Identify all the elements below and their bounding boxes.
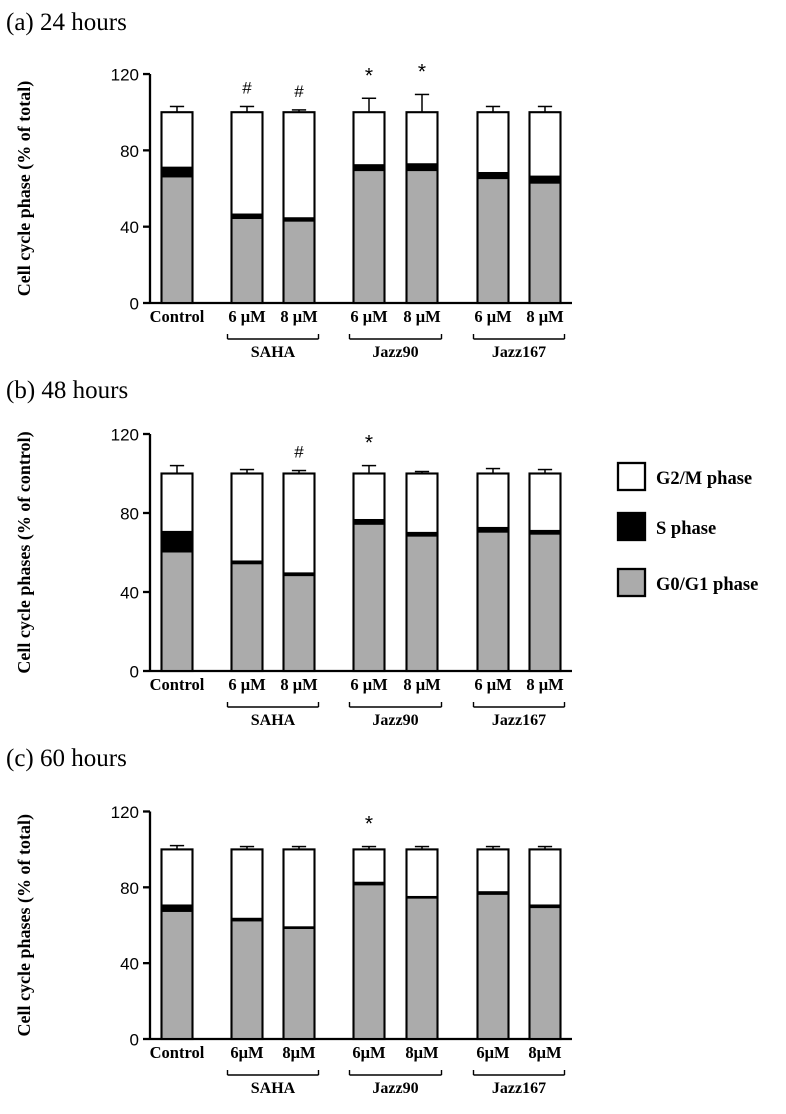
svg-text:*: *	[365, 432, 373, 455]
svg-text:40: 40	[120, 955, 139, 974]
svg-text:Jazz90: Jazz90	[372, 1080, 418, 1097]
svg-text:6 μM: 6 μM	[474, 307, 512, 326]
svg-text:8 μM: 8 μM	[526, 307, 564, 326]
svg-text:Cell cycle phases (% of total): Cell cycle phases (% of total)	[14, 814, 35, 1036]
svg-text:Cell cycle phase (% of total): Cell cycle phase (% of total)	[14, 81, 35, 296]
svg-text:(a) 24 hours: (a) 24 hours	[6, 9, 127, 36]
svg-text:6μM: 6μM	[476, 1043, 510, 1062]
svg-text:0: 0	[130, 663, 139, 682]
svg-text:6 μM: 6 μM	[228, 675, 266, 694]
svg-text:8μM: 8μM	[282, 1043, 316, 1062]
svg-text:#: #	[242, 78, 252, 97]
svg-text:8μM: 8μM	[405, 1043, 439, 1062]
svg-text:8 μM: 8 μM	[280, 307, 318, 326]
svg-text:6 μM: 6 μM	[228, 307, 266, 326]
svg-text:SAHA: SAHA	[251, 1080, 296, 1097]
svg-text:#: #	[294, 443, 304, 462]
svg-text:40: 40	[120, 218, 139, 237]
svg-text:SAHA: SAHA	[251, 344, 296, 361]
svg-text:*: *	[365, 64, 373, 87]
svg-text:*: *	[418, 60, 426, 83]
svg-text:6μM: 6μM	[352, 1043, 386, 1062]
svg-text:*: *	[365, 813, 373, 836]
svg-text:8 μM: 8 μM	[526, 675, 564, 694]
svg-text:#: #	[294, 82, 304, 101]
svg-text:8μM: 8μM	[528, 1043, 562, 1062]
svg-text:Jazz167: Jazz167	[492, 1080, 546, 1097]
svg-text:8 μM: 8 μM	[403, 307, 441, 326]
svg-text:S phase: S phase	[656, 519, 716, 539]
svg-text:80: 80	[120, 142, 139, 161]
svg-text:40: 40	[120, 584, 139, 603]
svg-text:Jazz90: Jazz90	[372, 712, 418, 729]
svg-text:Control: Control	[150, 1043, 205, 1062]
svg-text:0: 0	[130, 1031, 139, 1050]
svg-text:Jazz167: Jazz167	[492, 712, 546, 729]
svg-text:8 μM: 8 μM	[403, 675, 441, 694]
svg-text:80: 80	[120, 505, 139, 524]
svg-text:(c) 60 hours: (c) 60 hours	[6, 745, 127, 772]
svg-text:Jazz167: Jazz167	[492, 344, 546, 361]
svg-text:(b) 48 hours: (b) 48 hours	[6, 377, 128, 404]
svg-text:120: 120	[111, 66, 139, 85]
svg-text:6 μM: 6 μM	[350, 675, 388, 694]
svg-text:SAHA: SAHA	[251, 712, 296, 729]
svg-text:G0/G1 phase: G0/G1 phase	[656, 575, 758, 595]
svg-text:Control: Control	[150, 675, 205, 694]
svg-text:120: 120	[111, 803, 139, 822]
svg-text:Cell cycle phases (% of contro: Cell cycle phases (% of control)	[14, 431, 35, 673]
svg-text:8 μM: 8 μM	[280, 675, 318, 694]
svg-text:Jazz90: Jazz90	[372, 344, 418, 361]
svg-text:Control: Control	[150, 307, 205, 326]
svg-text:80: 80	[120, 879, 139, 898]
svg-text:G2/M phase: G2/M phase	[656, 469, 752, 489]
svg-text:6 μM: 6 μM	[474, 675, 512, 694]
svg-text:6 μM: 6 μM	[350, 307, 388, 326]
svg-text:120: 120	[111, 426, 139, 445]
svg-text:6μM: 6μM	[230, 1043, 264, 1062]
svg-text:0: 0	[130, 295, 139, 314]
